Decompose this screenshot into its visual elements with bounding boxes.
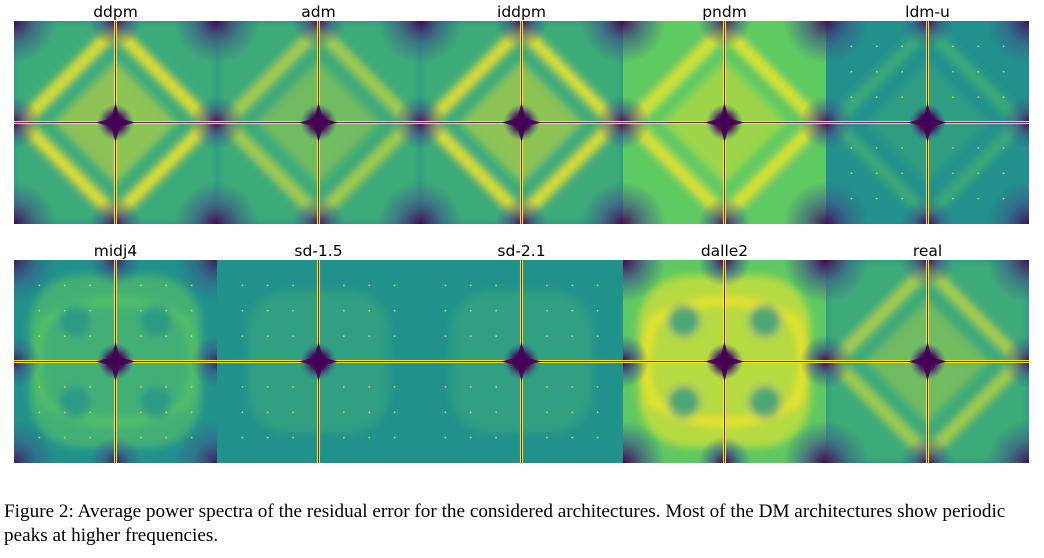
spectrum-panel-adm	[217, 21, 420, 224]
panel-title-dalle2: dalle2	[700, 242, 749, 260]
spectrum-panel-sd-1.5	[217, 260, 420, 463]
panel-title-sd-2.1: sd-2.1	[497, 242, 546, 260]
spectrum-panel-pndm	[623, 21, 826, 224]
panel-title-adm: adm	[301, 3, 336, 21]
spectrum-panel-iddpm	[420, 21, 623, 224]
panel-title-pndm: pndm	[702, 3, 747, 21]
spectrum-panel-ddpm	[14, 21, 217, 224]
panel-title-ldm-u: ldm-u	[905, 3, 950, 21]
panel-title-ddpm: ddpm	[93, 3, 138, 21]
spectrum-panel-dalle2	[623, 260, 826, 463]
spectrum-panel-real	[826, 260, 1029, 463]
panel-title-real: real	[912, 242, 943, 260]
spectrum-panel-ldm-u	[826, 21, 1029, 224]
panel-title-sd-1.5: sd-1.5	[294, 242, 343, 260]
spectrum-panel-midj4	[14, 260, 217, 463]
panel-title-midj4: midj4	[93, 242, 138, 260]
figure-caption: Figure 2: Average power spectra of the r…	[4, 501, 1006, 546]
spectrum-panel-sd-2.1	[420, 260, 623, 463]
panel-title-iddpm: iddpm	[497, 3, 546, 21]
